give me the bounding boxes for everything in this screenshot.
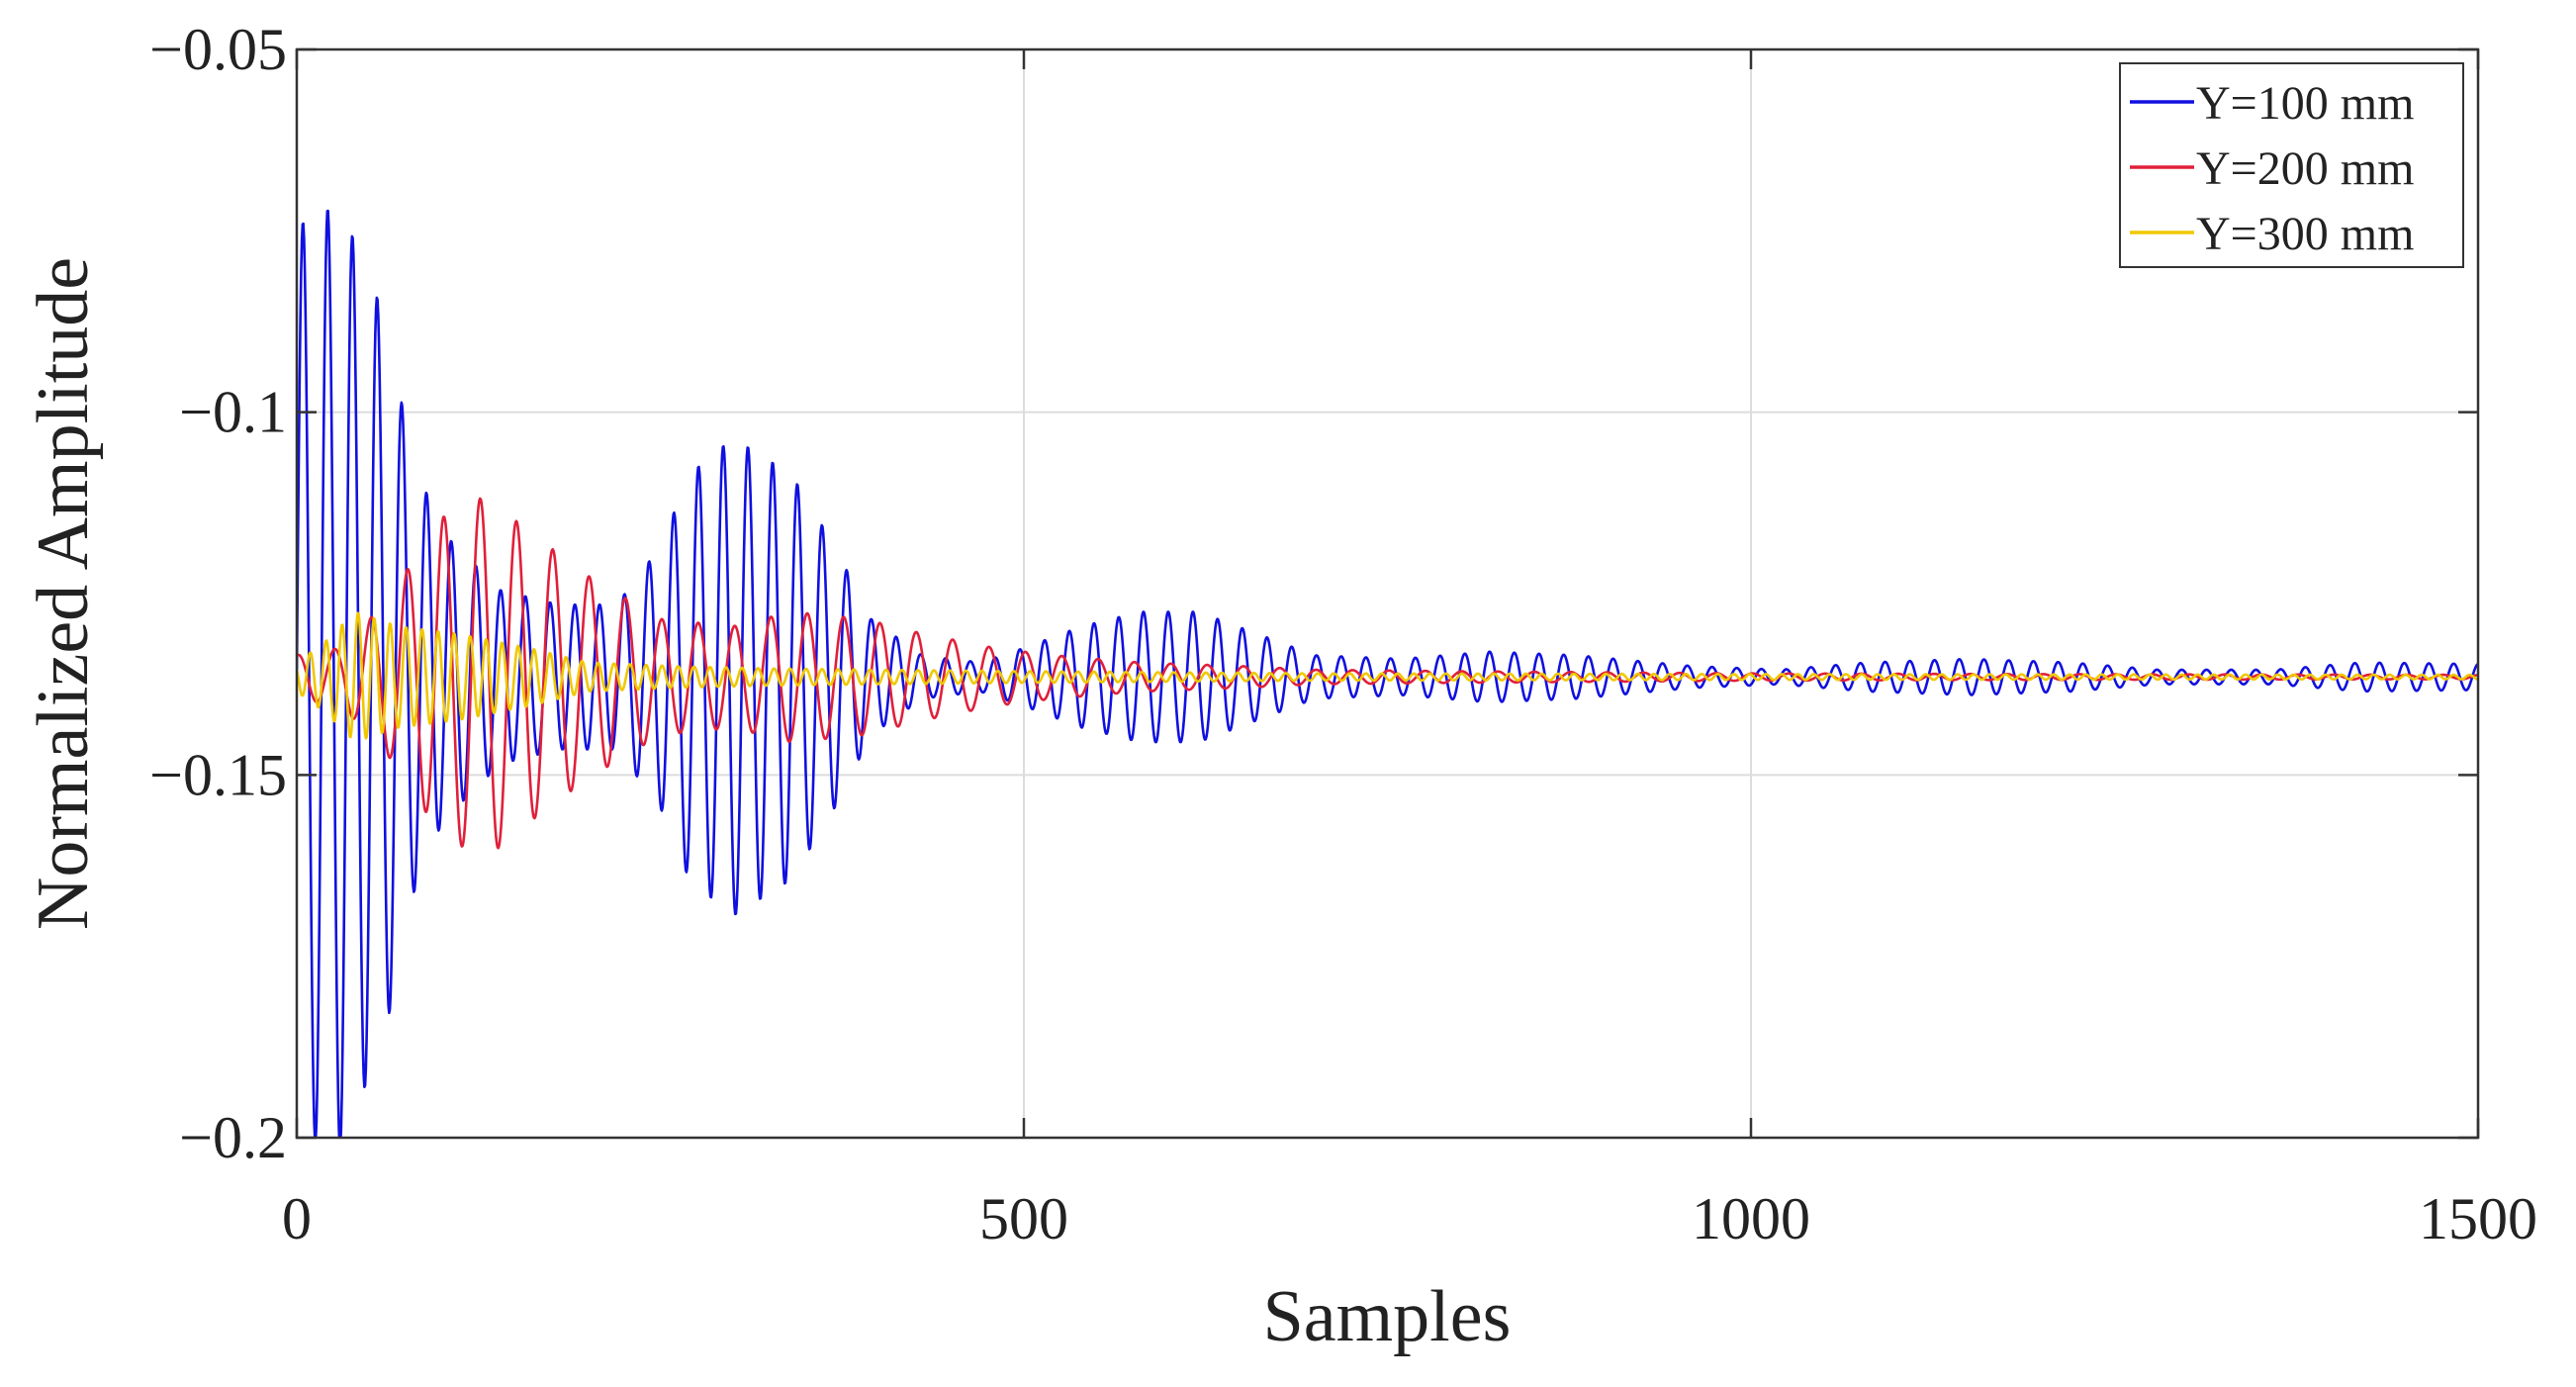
- series-group: [297, 209, 2478, 1138]
- series-line-y-200-mm: [297, 497, 2478, 850]
- x-tick-label: 1000: [1692, 1186, 1810, 1251]
- grid: [297, 49, 2478, 1138]
- axis-ticks: 0 500 1000 1500 −0.2 −0.15 −0.1 −0.05: [149, 17, 2537, 1251]
- y-axis-label: Normalized Amplitude: [23, 257, 104, 930]
- x-tick-label: 0: [282, 1186, 312, 1251]
- x-tick-label: 500: [979, 1186, 1068, 1251]
- legend-label-y300: Y=300 mm: [2196, 208, 2414, 260]
- series-line-y-100-mm: [297, 209, 2478, 1138]
- legend: Y=100 mm Y=200 mm Y=300 mm: [2119, 62, 2464, 268]
- y-tick-label: −0.1: [179, 380, 287, 445]
- series-line-y-300-mm: [297, 611, 2478, 740]
- legend-label-y100: Y=100 mm: [2196, 77, 2414, 130]
- y-tick-label: −0.05: [149, 17, 287, 82]
- y-tick-label: −0.15: [149, 742, 287, 807]
- plot-area-frame: [295, 47, 2480, 1140]
- y-tick-label: −0.2: [179, 1105, 287, 1170]
- legend-label-y200: Y=200 mm: [2196, 142, 2414, 195]
- x-tick-label: 1500: [2419, 1186, 2537, 1251]
- x-axis-label: Samples: [1263, 1276, 1512, 1357]
